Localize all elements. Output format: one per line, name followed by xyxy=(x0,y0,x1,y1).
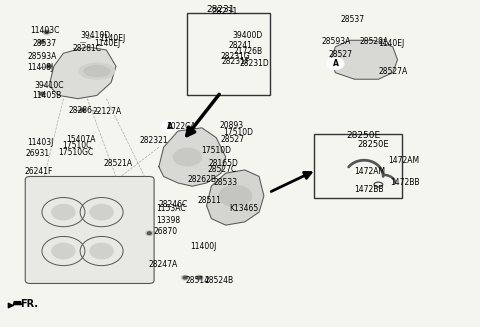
Text: 1022CA: 1022CA xyxy=(166,122,196,131)
Text: 11408J: 11408J xyxy=(28,63,54,72)
FancyBboxPatch shape xyxy=(25,177,154,284)
Text: 28231: 28231 xyxy=(211,7,238,16)
Polygon shape xyxy=(49,47,116,99)
Text: 13398: 13398 xyxy=(156,216,180,225)
Ellipse shape xyxy=(84,65,110,77)
Text: 26931: 26931 xyxy=(25,149,49,158)
Circle shape xyxy=(90,204,113,220)
Text: 28247A: 28247A xyxy=(148,260,178,268)
Text: 26870: 26870 xyxy=(153,227,177,236)
Bar xyxy=(314,134,402,198)
Text: 28165D: 28165D xyxy=(209,159,239,168)
Text: 28246C: 28246C xyxy=(159,199,188,209)
Circle shape xyxy=(327,58,344,69)
Text: 28537: 28537 xyxy=(33,39,57,48)
Text: 28241: 28241 xyxy=(228,41,252,50)
Text: 1140EJ: 1140EJ xyxy=(95,39,120,48)
Text: 39400D: 39400D xyxy=(233,31,263,40)
Text: 39410C: 39410C xyxy=(35,81,64,90)
Text: 28527C: 28527C xyxy=(207,165,237,174)
Circle shape xyxy=(161,121,179,132)
Text: 28231G: 28231G xyxy=(221,52,251,61)
Text: 1472BB: 1472BB xyxy=(390,179,420,187)
Text: 28529A: 28529A xyxy=(360,37,388,46)
Polygon shape xyxy=(13,301,22,304)
Text: 28250E: 28250E xyxy=(357,140,388,148)
Text: 11400J: 11400J xyxy=(190,242,216,251)
Circle shape xyxy=(79,107,86,112)
Text: 1140EJ: 1140EJ xyxy=(99,34,125,43)
Circle shape xyxy=(81,109,84,111)
Text: 17510D: 17510D xyxy=(201,146,231,155)
Circle shape xyxy=(47,65,51,68)
Text: 1472AM: 1472AM xyxy=(355,167,385,176)
Circle shape xyxy=(90,243,113,259)
Circle shape xyxy=(167,124,170,127)
Circle shape xyxy=(43,30,50,35)
Circle shape xyxy=(45,31,48,33)
Text: 1472BB: 1472BB xyxy=(355,185,384,194)
Text: 28250E: 28250E xyxy=(346,131,380,140)
Text: 28511: 28511 xyxy=(197,196,221,205)
Text: A: A xyxy=(167,122,173,131)
Ellipse shape xyxy=(218,185,252,206)
Circle shape xyxy=(147,232,151,234)
Circle shape xyxy=(165,123,172,128)
Text: 282321: 282321 xyxy=(140,136,168,145)
Ellipse shape xyxy=(173,148,202,166)
Text: FR.: FR. xyxy=(21,299,38,309)
Text: 28533: 28533 xyxy=(214,179,238,187)
Text: A: A xyxy=(333,59,338,68)
Text: 28521A: 28521A xyxy=(104,159,133,168)
Polygon shape xyxy=(331,40,397,79)
Text: 20893: 20893 xyxy=(220,121,244,130)
Text: 28231F: 28231F xyxy=(222,57,250,66)
Polygon shape xyxy=(206,170,264,225)
Text: 1140EJ: 1140EJ xyxy=(378,39,405,48)
Circle shape xyxy=(52,204,75,220)
Circle shape xyxy=(38,91,46,96)
Text: 11403C: 11403C xyxy=(30,26,60,35)
Text: 26241F: 26241F xyxy=(24,167,53,176)
Text: 28537: 28537 xyxy=(340,15,364,24)
Text: 17510C: 17510C xyxy=(62,141,92,150)
Text: 28231: 28231 xyxy=(207,5,235,14)
Text: 28514: 28514 xyxy=(185,276,209,285)
Circle shape xyxy=(183,276,187,279)
Text: 17510GC: 17510GC xyxy=(59,148,94,157)
Text: 21726B: 21726B xyxy=(234,47,263,56)
Circle shape xyxy=(45,64,53,69)
Text: 28593A: 28593A xyxy=(321,37,350,46)
Text: 28286: 28286 xyxy=(68,106,92,114)
Circle shape xyxy=(52,243,75,259)
Text: 22127A: 22127A xyxy=(92,107,121,116)
Polygon shape xyxy=(159,128,226,186)
Text: 28262B: 28262B xyxy=(188,175,216,184)
Text: 28527: 28527 xyxy=(221,135,245,144)
Bar xyxy=(187,13,270,95)
Text: 28593A: 28593A xyxy=(28,52,57,61)
Text: 28231D: 28231D xyxy=(239,59,269,68)
Text: 28527: 28527 xyxy=(328,50,352,60)
Text: 11405B: 11405B xyxy=(33,91,61,100)
Text: 28527A: 28527A xyxy=(378,67,408,76)
Text: 1472AM: 1472AM xyxy=(388,156,419,165)
Text: 11403J: 11403J xyxy=(28,138,54,147)
Text: 15407A: 15407A xyxy=(66,135,96,144)
Text: K13465: K13465 xyxy=(229,204,259,214)
Text: 39410D: 39410D xyxy=(80,31,110,40)
Text: 28281C: 28281C xyxy=(73,44,102,53)
Text: 1153AC: 1153AC xyxy=(156,204,186,214)
Circle shape xyxy=(40,93,44,95)
Circle shape xyxy=(38,39,46,44)
Text: 28524B: 28524B xyxy=(204,276,233,285)
Text: 17510D: 17510D xyxy=(223,128,253,137)
Circle shape xyxy=(145,231,153,236)
Circle shape xyxy=(181,275,189,280)
Circle shape xyxy=(40,41,44,43)
Ellipse shape xyxy=(79,63,115,79)
Circle shape xyxy=(196,275,203,280)
Circle shape xyxy=(198,276,201,279)
